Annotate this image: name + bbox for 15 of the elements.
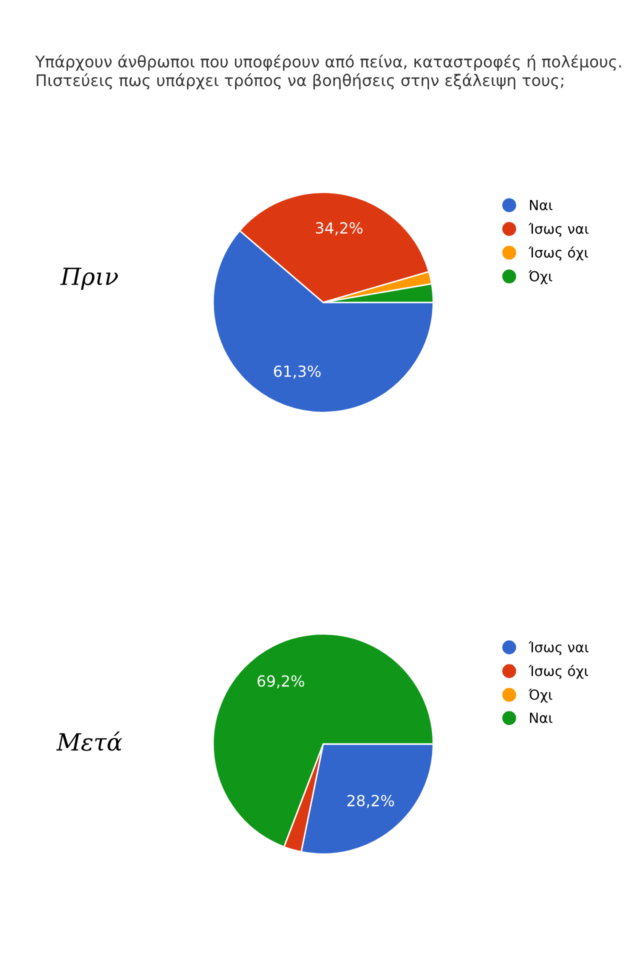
legend-label: Όχι xyxy=(528,688,552,703)
chart-title: Υπάρχουν άνθρωποι που υποφέρουν από πείνα, καταστροφές ή πολέμους. Πιστεύεις πως υπάρχει τρόπος να βοηθήσεις στην εξάλειψη τους; xyxy=(35,54,621,90)
data-label: 69,2% xyxy=(258,675,304,688)
legend-label: Όχι xyxy=(528,270,552,284)
data-label: 28,2% xyxy=(347,794,394,808)
legend-label: Ίσως όχι xyxy=(528,664,588,679)
text: Μετά xyxy=(56,732,122,751)
data-label: 34,2% xyxy=(316,222,362,236)
data-label: 61,3% xyxy=(274,365,321,379)
legend-label: Ίσως ναι xyxy=(528,641,588,656)
text: Πριν xyxy=(60,268,118,290)
legend-label: Ίσως όχι xyxy=(528,246,588,260)
legend-label: Ναι xyxy=(530,712,552,724)
legend-label: Ναι xyxy=(530,200,552,210)
legend-label: Ίσως ναι xyxy=(528,222,588,237)
